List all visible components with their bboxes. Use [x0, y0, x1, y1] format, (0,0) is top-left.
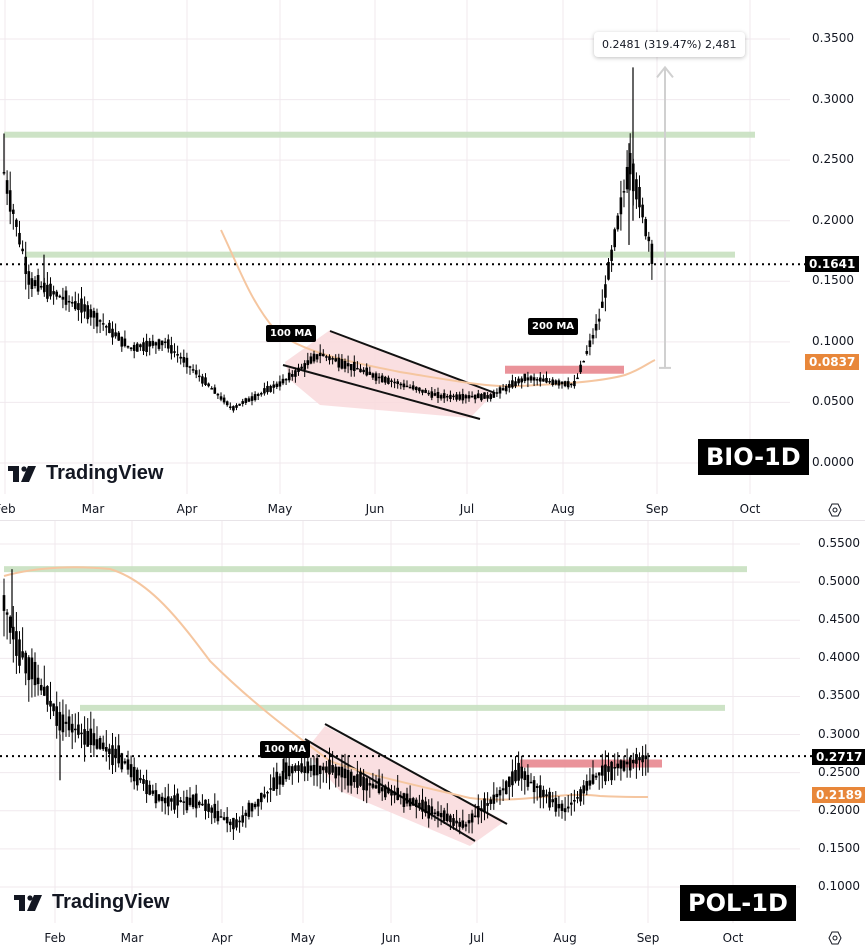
- time-tick-label: Aug: [551, 502, 575, 516]
- time-tick-label: Sep: [636, 931, 660, 945]
- time-tick-label: May: [267, 502, 293, 516]
- price-tick-label: 0.5000: [818, 574, 860, 589]
- ma-label-200: 200 MA: [528, 318, 579, 335]
- price-tick-label: 0.1000: [818, 879, 860, 893]
- pol-chart-panel[interactable]: 100 MA 0.5500 0.5000 0.4500 0.4000 0.3500 0.3…: [0, 520, 865, 949]
- price-tick-label: 0.1500: [818, 840, 860, 855]
- pol-ma-price-tag: 0.2189: [812, 787, 865, 803]
- symbol-badge-pol: POL-1D: [680, 885, 796, 921]
- price-tick-label: 0.3000: [812, 91, 854, 106]
- price-tick-label: 0.0000: [812, 455, 854, 469]
- price-tick-label: 0.5500: [818, 536, 860, 550]
- tradingview-logo: TradingView: [14, 891, 169, 914]
- price-tick-label: 0.2000: [818, 802, 860, 817]
- symbol-badge-bio: BIO-1D: [698, 439, 809, 475]
- time-tick-label: Feb: [0, 502, 16, 516]
- logo-text: TradingView: [52, 891, 170, 913]
- tradingview-logo: TradingView: [8, 462, 163, 485]
- settings-icon[interactable]: [828, 931, 842, 945]
- time-tick-label: Jul: [459, 502, 475, 516]
- tradingview-logo-icon: [14, 894, 42, 911]
- time-tick-label: Aug: [553, 931, 577, 945]
- bio-last-price-tag: 0.1641: [805, 256, 860, 272]
- price-tick-label: 0.2500: [818, 764, 860, 779]
- time-tick-label: Mar: [81, 502, 105, 516]
- ma-label-100: 100 MA: [260, 741, 311, 758]
- bio-chart-panel[interactable]: 0.2481 (319.47%) 2,481 100 MA 200 MA 0.3…: [0, 0, 865, 520]
- bio-price-plot[interactable]: [0, 0, 865, 520]
- measure-text: 0.2481 (319.47%) 2,481: [602, 38, 737, 51]
- price-tick-label: 0.3500: [812, 31, 854, 45]
- ma-label-100: 100 MA: [266, 325, 317, 342]
- time-tick-label: Apr: [176, 502, 198, 516]
- time-tick-label: Oct: [739, 502, 761, 516]
- price-tick-label: 0.2000: [812, 212, 854, 227]
- price-tick-label: 0.1500: [812, 273, 854, 288]
- time-tick-label: Sep: [645, 502, 669, 516]
- time-tick-label: Feb: [44, 931, 66, 945]
- time-tick-label: Mar: [120, 931, 144, 945]
- measure-tooltip: 0.2481 (319.47%) 2,481: [594, 32, 745, 57]
- price-tick-label: 0.2500: [812, 152, 854, 167]
- price-tick-label: 0.1000: [812, 333, 854, 348]
- tradingview-logo-icon: [8, 465, 36, 482]
- time-tick-label: Apr: [211, 931, 233, 945]
- time-tick-label: Jun: [381, 931, 401, 945]
- price-tick-label: 0.3000: [818, 726, 860, 741]
- pol-price-plot[interactable]: [0, 521, 865, 949]
- price-tick-label: 0.4500: [818, 612, 860, 627]
- bio-ma-price-tag: 0.0837: [805, 354, 860, 370]
- time-tick-label: Jul: [469, 931, 485, 945]
- pol-last-price-tag: 0.2717: [812, 749, 865, 765]
- time-tick-label: May: [290, 931, 316, 945]
- settings-icon[interactable]: [828, 503, 842, 517]
- time-tick-label: Jun: [365, 502, 385, 516]
- price-tick-label: 0.0500: [812, 394, 854, 409]
- time-tick-label: Oct: [722, 931, 744, 945]
- logo-text: TradingView: [46, 462, 164, 484]
- price-tick-label: 0.4000: [818, 650, 860, 665]
- price-tick-label: 0.3500: [818, 688, 860, 703]
